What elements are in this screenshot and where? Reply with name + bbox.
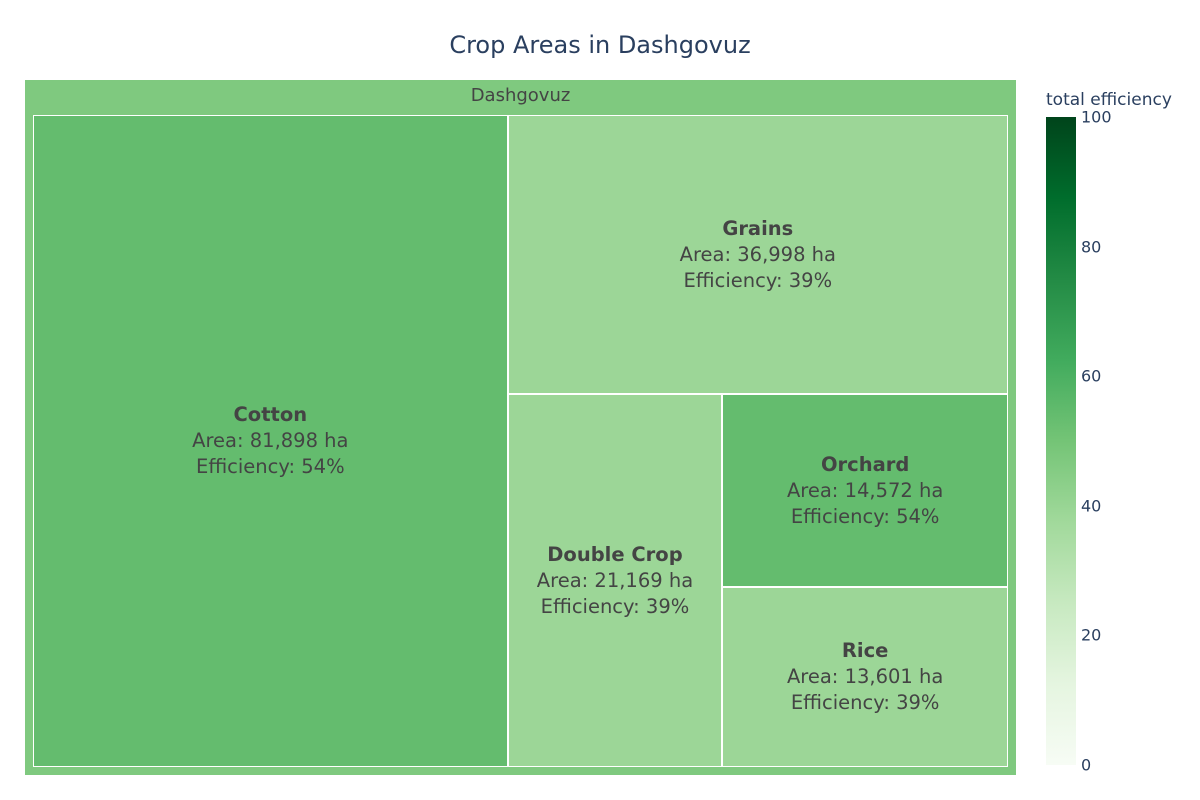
tile-label-rice: Rice Area: 13,601 ha Efficiency: 39% <box>723 638 1007 716</box>
treemap-tile-orchard[interactable]: Orchard Area: 14,572 ha Efficiency: 54% <box>722 394 1008 588</box>
colorbar-tick-80: 80 <box>1081 237 1102 257</box>
tile-label-orchard: Orchard Area: 14,572 ha Efficiency: 54% <box>723 452 1007 530</box>
tile-name: Grains <box>722 216 794 240</box>
tile-label-cotton: Cotton Area: 81,898 ha Efficiency: 54% <box>34 402 507 480</box>
chart-title: Crop Areas in Dashgovuz <box>449 31 751 59</box>
tile-area: Area: 21,169 ha <box>536 568 694 592</box>
treemap-tile-rice[interactable]: Rice Area: 13,601 ha Efficiency: 39% <box>722 587 1008 767</box>
tile-name: Cotton <box>233 403 308 426</box>
colorbar-tick-20: 20 <box>1081 625 1102 645</box>
treemap-tile-double-crop[interactable]: Double Crop Area: 21,169 ha Efficiency: 39… <box>507 394 723 767</box>
tile-area: Area: 13,601 ha <box>786 665 944 689</box>
colorbar-title: total efficiency <box>1046 90 1172 110</box>
colorbar-tick-40: 40 <box>1081 496 1102 516</box>
tile-label-double-crop: Double Crop Area: 21,169 ha Efficiency: 39… <box>509 542 722 620</box>
treemap-tile-grains[interactable]: Grains Area: 36,998 ha Efficiency: 39% <box>507 115 1008 395</box>
tile-efficiency: Efficiency: 39% <box>540 594 690 618</box>
tile-area: Area: 81,898 ha <box>192 429 349 452</box>
colorbar-tick-0: 0 <box>1081 755 1092 775</box>
colorbar-tick-60: 60 <box>1081 366 1102 386</box>
tile-name: Orchard <box>820 452 910 476</box>
tile-label-grains: Grains Area: 36,998 ha Efficiency: 39% <box>509 216 1007 294</box>
tile-efficiency: Efficiency: 54% <box>196 455 345 478</box>
treemap-tile-cotton[interactable]: Cotton Area: 81,898 ha Efficiency: 54% <box>33 115 508 767</box>
tile-name: Rice <box>841 639 889 663</box>
tile-area: Area: 36,998 ha <box>679 242 836 266</box>
tile-name: Double Crop <box>547 542 683 566</box>
colorbar-gradient <box>1046 117 1076 765</box>
tile-efficiency: Efficiency: 39% <box>790 691 940 715</box>
colorbar-tick-100: 100 <box>1081 107 1112 127</box>
tile-efficiency: Efficiency: 54% <box>790 504 940 528</box>
root-label: Dashgovuz <box>470 85 571 106</box>
tile-area: Area: 14,572 ha <box>786 478 944 502</box>
tile-efficiency: Efficiency: 39% <box>683 268 833 292</box>
colorbar <box>1046 117 1076 765</box>
